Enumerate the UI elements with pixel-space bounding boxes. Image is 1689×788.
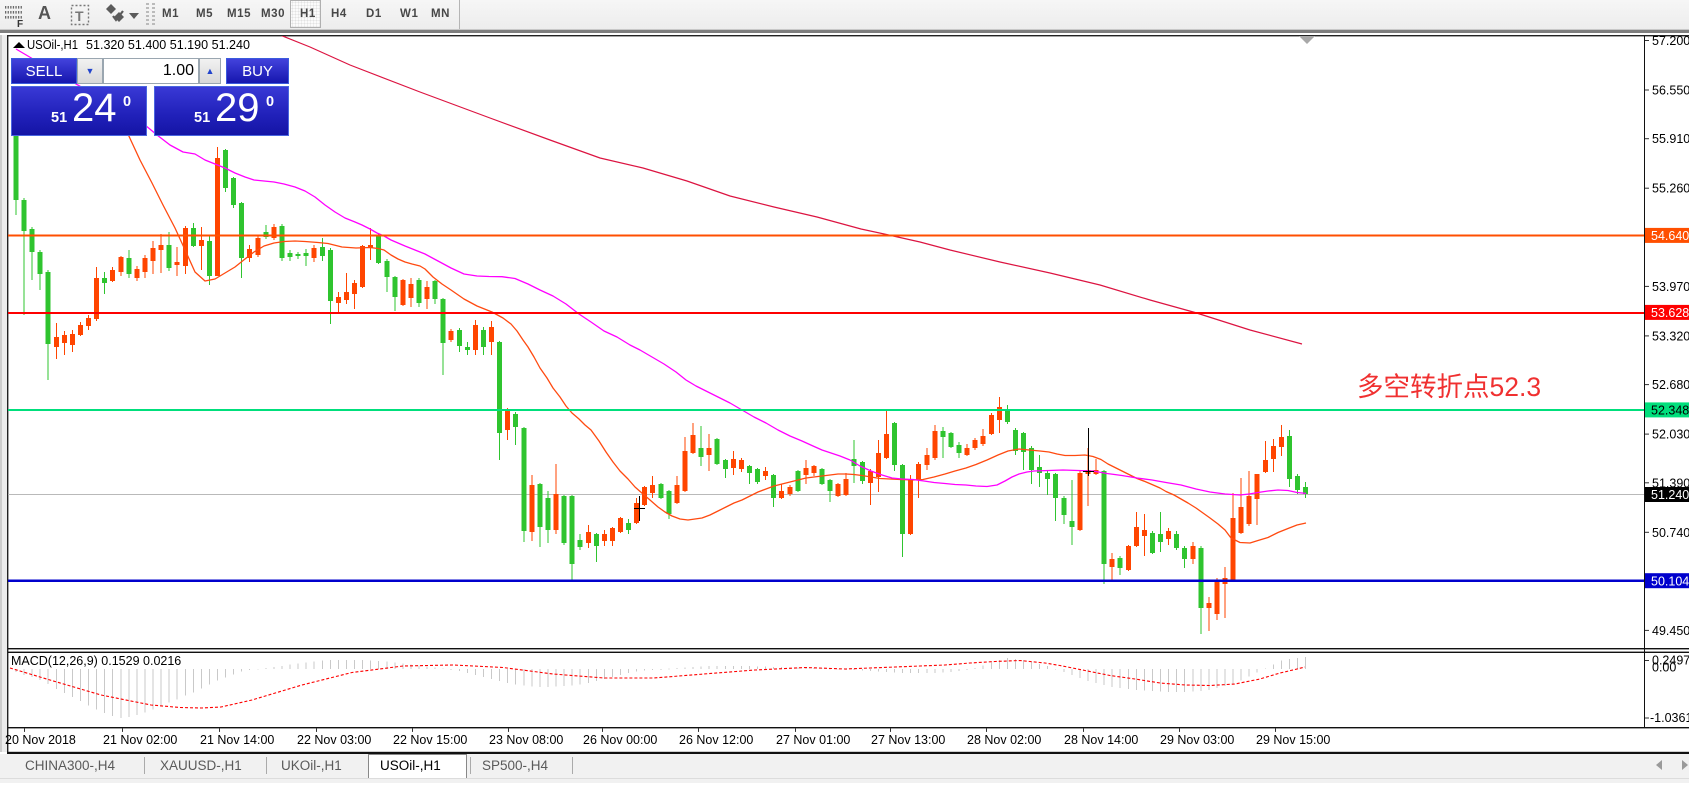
svg-text:52.030: 52.030 (1652, 428, 1689, 442)
svg-text:55.260: 55.260 (1652, 182, 1689, 196)
svg-text:53.320: 53.320 (1652, 329, 1689, 343)
svg-text:27 Nov 13:00: 27 Nov 13:00 (871, 733, 945, 747)
svg-text:-1.0361: -1.0361 (1650, 711, 1689, 725)
svg-text:53.970: 53.970 (1652, 280, 1689, 294)
svg-text:52.680: 52.680 (1652, 378, 1689, 392)
svg-text:USOil-,H1: USOil-,H1 (27, 37, 78, 52)
svg-text:50.740: 50.740 (1652, 526, 1689, 540)
svg-text:57.200: 57.200 (1652, 34, 1689, 48)
svg-text:52.348: 52.348 (1651, 404, 1689, 418)
svg-text:0.00: 0.00 (1652, 661, 1676, 675)
svg-text:29 Nov 15:00: 29 Nov 15:00 (1256, 733, 1330, 747)
svg-text:51.320 51.400 51.190 51.240: 51.320 51.400 51.190 51.240 (86, 37, 250, 52)
svg-text:55.910: 55.910 (1652, 132, 1689, 146)
svg-text:26 Nov 00:00: 26 Nov 00:00 (583, 733, 657, 747)
svg-text:多空转折点52.3: 多空转折点52.3 (1357, 372, 1541, 402)
svg-text:53.628: 53.628 (1651, 306, 1689, 320)
svg-text:51.390: 51.390 (1652, 476, 1689, 490)
svg-text:54.640: 54.640 (1651, 229, 1689, 243)
svg-text:21 Nov 02:00: 21 Nov 02:00 (103, 733, 177, 747)
svg-text:26 Nov 12:00: 26 Nov 12:00 (679, 733, 753, 747)
svg-text:51.240: 51.240 (1651, 488, 1689, 502)
svg-text:29 Nov 03:00: 29 Nov 03:00 (1160, 733, 1234, 747)
svg-text:23 Nov 08:00: 23 Nov 08:00 (489, 733, 563, 747)
svg-text:50.104: 50.104 (1651, 574, 1689, 588)
svg-text:T: T (75, 8, 84, 24)
svg-text:F: F (17, 19, 23, 30)
svg-text:22 Nov 03:00: 22 Nov 03:00 (297, 733, 371, 747)
svg-text:27 Nov 01:00: 27 Nov 01:00 (776, 733, 850, 747)
svg-text:49.450: 49.450 (1652, 624, 1689, 638)
svg-text:MACD(12,26,9) 0.1529 0.0216: MACD(12,26,9) 0.1529 0.0216 (11, 654, 181, 668)
svg-text:20 Nov 2018: 20 Nov 2018 (5, 733, 76, 747)
svg-text:22 Nov 15:00: 22 Nov 15:00 (393, 733, 467, 747)
svg-text:28 Nov 14:00: 28 Nov 14:00 (1064, 733, 1138, 747)
svg-text:21 Nov 14:00: 21 Nov 14:00 (200, 733, 274, 747)
svg-text:56.550: 56.550 (1652, 84, 1689, 98)
svg-text:0.2497: 0.2497 (1652, 654, 1689, 668)
svg-text:28 Nov 02:00: 28 Nov 02:00 (967, 733, 1041, 747)
